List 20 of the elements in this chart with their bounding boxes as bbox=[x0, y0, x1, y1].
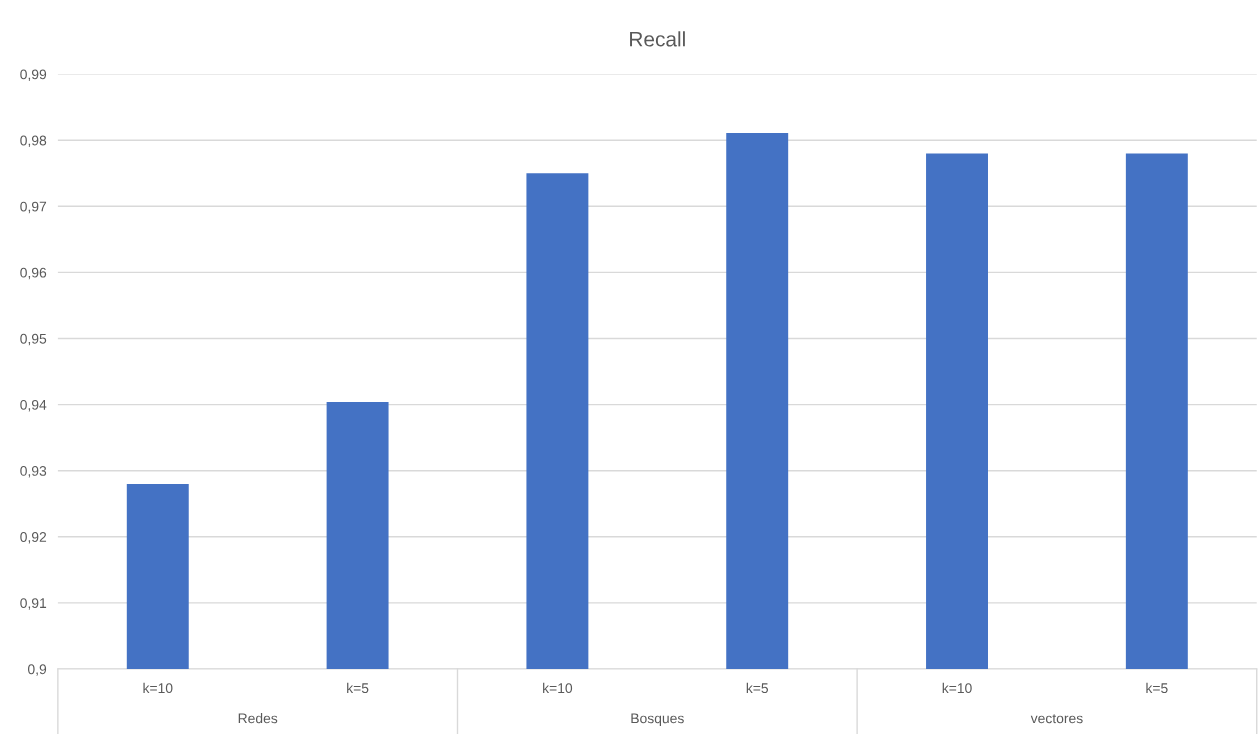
y-tick-label: 0,96 bbox=[20, 267, 47, 280]
x-tick-label: k=10 bbox=[942, 682, 972, 694]
y-tick-label: 0,92 bbox=[20, 532, 47, 544]
chart-title: Recall bbox=[630, 31, 685, 47]
y-tick-label: 0,97 bbox=[20, 201, 47, 214]
x-tick-label: k=5 bbox=[347, 682, 369, 694]
x-tick-label: k=10 bbox=[143, 682, 173, 694]
x-tick-label: k=5 bbox=[1146, 682, 1168, 694]
y-tick-label: 0,98 bbox=[20, 135, 47, 148]
x-tick-label: k=10 bbox=[543, 682, 573, 694]
text: vectores bbox=[1030, 714, 1083, 724]
x-tick-label: k=5 bbox=[746, 682, 769, 694]
y-tick-label: 0,9 bbox=[27, 664, 47, 676]
y-tick-label: 0,93 bbox=[20, 466, 47, 478]
y-tick-label: 0,94 bbox=[20, 399, 47, 412]
text: Redes bbox=[238, 713, 278, 724]
y-tick-label: 0,91 bbox=[20, 598, 47, 610]
text: Bosques bbox=[631, 713, 684, 726]
y-tick-label: 0,95 bbox=[20, 333, 47, 346]
y-tick-label: 0,99 bbox=[20, 69, 47, 81]
